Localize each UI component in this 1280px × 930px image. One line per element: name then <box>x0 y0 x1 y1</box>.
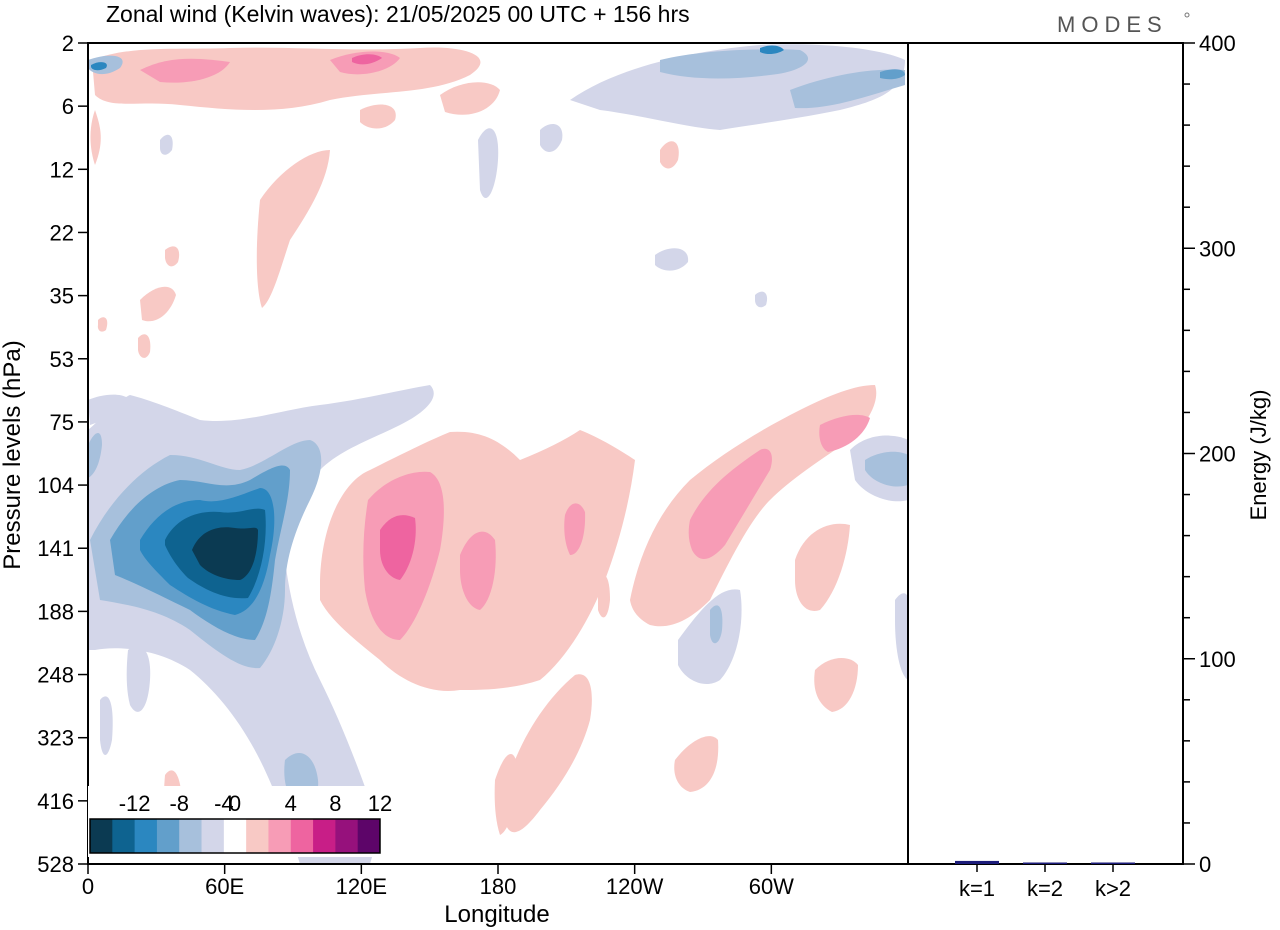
colorbar-swatch <box>290 819 314 853</box>
y-tick-label: 141 <box>37 536 74 561</box>
y-tick-label: 6 <box>62 94 74 119</box>
energy-category-label: k=1 <box>959 876 995 901</box>
x-tick-label: 60E <box>205 874 244 899</box>
y-tick-label: 188 <box>37 599 74 624</box>
colorbar-swatch <box>112 819 136 853</box>
colorbar-swatch <box>246 819 269 853</box>
colorbar-swatch <box>179 819 203 853</box>
brand-mark-icon <box>1184 12 1190 18</box>
energy-bar <box>1023 862 1067 864</box>
energy-axis-ticks: 0 100 200 300 400 <box>1183 31 1236 877</box>
colorbar-swatch <box>313 819 336 853</box>
colorbar-label: -4 <box>214 791 234 816</box>
contour-negative-region <box>88 385 908 864</box>
colorbar-label: -8 <box>169 791 189 816</box>
x-tick-label: 0 <box>82 874 94 899</box>
y-tick-label: 104 <box>37 473 74 498</box>
energy-bars: k=1 k=2 k>2 <box>955 860 1135 901</box>
x-axis-label: Longitude <box>444 901 549 928</box>
colorbar-swatch <box>223 819 247 853</box>
y-tick-label: 528 <box>37 852 74 877</box>
heatmap-plot <box>88 43 908 864</box>
y-tick-label: 75 <box>50 410 74 435</box>
y-tick-label: 323 <box>37 726 74 751</box>
colorbar-label: -12 <box>119 791 151 816</box>
y-axis-label: Pressure levels (hPa) <box>0 340 26 569</box>
contour-upper-band <box>88 44 905 199</box>
energy-bar <box>955 860 999 864</box>
colorbar-swatch <box>335 819 359 853</box>
energy-category-label: k=2 <box>1027 876 1063 901</box>
colorbar-label: 0 <box>229 791 241 816</box>
colorbar-label: 12 <box>368 791 392 816</box>
contour-mid-band <box>97 134 768 358</box>
y-tick-label: 22 <box>50 220 74 245</box>
energy-frame <box>907 42 1184 865</box>
energy-axis-label: Energy (J/kg) <box>1246 390 1271 521</box>
energy-bar <box>1091 862 1135 864</box>
y-tick-label: 12 <box>50 157 74 182</box>
energy-tick-label: 400 <box>1199 31 1236 56</box>
brand-logo: MODES <box>1057 12 1168 37</box>
y-tick-label: 416 <box>37 789 74 814</box>
y-axis-ticks: 2 6 12 22 35 53 75 104 141 188 248 323 416 528 <box>37 31 88 877</box>
y-tick-label: 248 <box>37 663 74 688</box>
colorbar-swatch <box>134 819 158 853</box>
x-tick-label: 120E <box>336 874 387 899</box>
colorbar-swatch <box>156 819 180 853</box>
contour-positive-region <box>163 385 877 839</box>
energy-category-label: k>2 <box>1095 876 1131 901</box>
y-tick-label: 35 <box>50 284 74 309</box>
x-axis-ticks: 0 60E 120E 180 120W 60W <box>82 864 794 899</box>
colorbar-label: 4 <box>285 791 297 816</box>
y-tick-label: 53 <box>50 347 74 372</box>
colorbar-border <box>89 818 381 854</box>
energy-tick-label: 100 <box>1199 647 1236 672</box>
energy-tick-label: 200 <box>1199 442 1236 467</box>
x-tick-label: 60W <box>749 874 794 899</box>
energy-tick-label: 300 <box>1199 236 1236 261</box>
colorbar-label: 8 <box>329 791 341 816</box>
colorbar-swatch <box>357 819 381 853</box>
colorbar-swatch <box>201 819 225 853</box>
colorbar-swatch <box>268 819 292 853</box>
chart-title: Zonal wind (Kelvin waves): 21/05/2025 00… <box>106 1 690 27</box>
x-tick-label: 180 <box>480 874 517 899</box>
y-tick-label: 2 <box>62 31 74 56</box>
colorbar-legend: -12 -8 -40 4 8 12 <box>88 786 392 857</box>
x-tick-label: 120W <box>606 874 664 899</box>
colorbar-swatch <box>90 819 113 853</box>
energy-tick-label: 0 <box>1199 852 1211 877</box>
